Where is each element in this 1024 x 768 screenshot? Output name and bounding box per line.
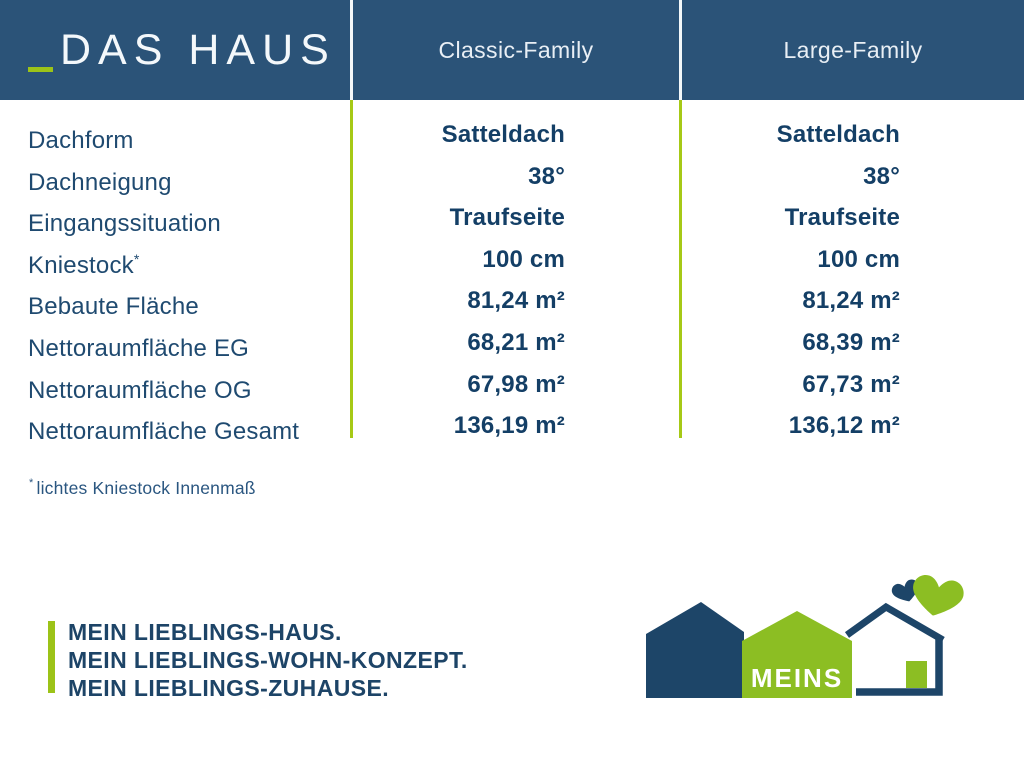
- column-header-large-family: Large-Family: [783, 37, 923, 63]
- table-row: Eingangssituation Traufseite Traufseite: [0, 197, 1024, 239]
- page-title: DAS HAUS: [60, 26, 336, 74]
- value-large: 38°: [863, 162, 900, 190]
- logo-graphic: MEINS: [646, 575, 964, 698]
- table-row: Nettoraumfläche EG 68,21 m² 68,39 m²: [0, 322, 1024, 364]
- table-row: Nettoraumfläche Gesamt 136,19 m² 136,12 …: [0, 405, 1024, 447]
- value-classic: 38°: [528, 162, 565, 190]
- table-row: Kniestock* 100 cm 100 cm: [0, 239, 1024, 281]
- header-band: DAS HAUS Classic-Family Large-Family: [0, 0, 1024, 100]
- footnote-text: lichtes Kniestock Innenmaß: [36, 478, 256, 498]
- blue-heart-icon: [891, 579, 919, 602]
- green-heart-icon: [913, 575, 964, 616]
- footnote-marker: *: [29, 477, 34, 489]
- value-large: 68,39 m²: [802, 328, 900, 356]
- tagline-line: MEIN LIEBLINGS-WOHN-KONZEPT.: [68, 647, 468, 673]
- column-header-classic-family: Classic-Family: [438, 37, 594, 63]
- outline-house-door: [906, 661, 927, 688]
- value-classic: 68,21 m²: [467, 328, 565, 356]
- value-classic: Satteldach: [441, 121, 565, 148]
- column-divider-line: [679, 100, 682, 438]
- row-note-marker: *: [133, 250, 140, 267]
- value-classic: 67,98 m²: [467, 370, 565, 398]
- value-classic: 100 cm: [482, 245, 565, 273]
- value-large: 81,24 m²: [802, 287, 900, 315]
- row-label: Nettoraumfläche EG: [28, 334, 250, 362]
- value-large: 67,73 m²: [802, 370, 900, 398]
- table-row: Nettoraumfläche OG 67,98 m² 67,73 m²: [0, 364, 1024, 406]
- value-classic: Traufseite: [449, 204, 565, 232]
- value-large: 136,12 m²: [788, 412, 900, 440]
- row-label: Nettoraumfläche Gesamt: [28, 418, 300, 446]
- tagline-line: MEIN LIEBLINGS-ZUHAUSE.: [68, 675, 389, 701]
- outline-house-wall-floor: [856, 637, 943, 696]
- row-label: Bebaute Fläche: [28, 293, 199, 321]
- table-row: Bebaute Fläche 81,24 m² 81,24 m²: [0, 280, 1024, 322]
- column-divider-line: [350, 100, 353, 438]
- value-large: Satteldach: [776, 121, 900, 148]
- footnote: * lichtes Kniestock Innenmaß: [29, 478, 256, 499]
- outline-house-roof: [844, 602, 945, 644]
- blue-house: [646, 602, 744, 698]
- row-label: Kniestock: [28, 251, 134, 279]
- header-divider: [350, 0, 353, 100]
- logo-meins-text: MEINS: [751, 663, 843, 693]
- table-row: Dachform Satteldach Satteldach: [0, 114, 1024, 156]
- value-large: Traufseite: [784, 204, 900, 232]
- green-house: [742, 611, 852, 698]
- spec-table: Dachform Satteldach Satteldach Dachneigu…: [0, 114, 1024, 447]
- value-large: 100 cm: [817, 245, 900, 273]
- tagline-accent-bar: [48, 621, 55, 693]
- green-underscore-mark: [28, 66, 53, 72]
- row-label: Dachneigung: [28, 168, 172, 196]
- row-label: Eingangssituation: [28, 210, 221, 238]
- meins-houses-logo: MEINS: [644, 570, 966, 700]
- tagline-line: MEIN LIEBLINGS-HAUS.: [68, 619, 342, 645]
- brand-title: DAS HAUS: [28, 0, 336, 100]
- header-divider: [679, 0, 682, 100]
- value-classic: 136,19 m²: [453, 412, 565, 440]
- tagline-block: MEIN LIEBLINGS-HAUS. MEIN LIEBLINGS-WOHN…: [48, 618, 468, 702]
- value-classic: 81,24 m²: [467, 287, 565, 315]
- row-label: Dachform: [28, 127, 134, 154]
- row-label: Nettoraumfläche OG: [28, 376, 252, 404]
- table-row: Dachneigung 38° 38°: [0, 156, 1024, 198]
